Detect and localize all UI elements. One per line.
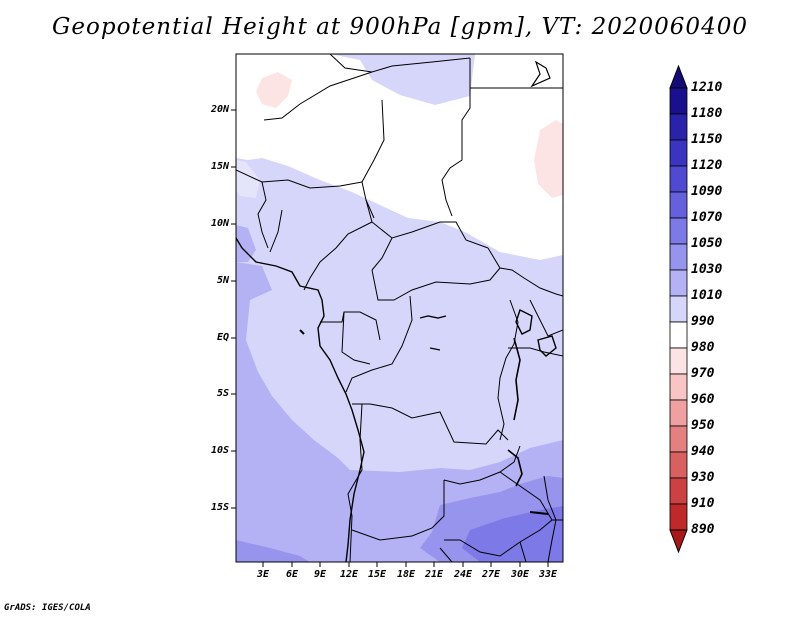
colorbar-segment (669, 191, 688, 219)
colorbar-segment (669, 243, 688, 271)
lat-label: 20N (210, 104, 229, 115)
colorbar-label: 960 (691, 392, 715, 407)
colorbar-bottom-arrow (669, 529, 688, 554)
colorbar-label: 1030 (691, 262, 723, 277)
colorbar-segment (669, 503, 688, 531)
colorbar-label: 980 (691, 340, 715, 355)
colorbar-segment (669, 347, 688, 375)
colorbar-segment (669, 321, 688, 349)
colorbar-label: 910 (691, 496, 715, 511)
lon-label: 27E (481, 569, 501, 580)
lon-label: 6E (285, 569, 299, 580)
lon-label: 9E (313, 569, 327, 580)
lon-label: 12E (339, 569, 359, 580)
colorbar-segment (669, 399, 688, 427)
contour-980-990-east (534, 120, 563, 198)
colorbar-segment (669, 113, 688, 141)
colorbar-label: 1120 (691, 158, 723, 173)
colorbar-segment (669, 477, 688, 505)
colorbar-segment (669, 269, 688, 297)
contour-coastal-patch (236, 225, 256, 262)
coastline (236, 60, 557, 562)
lat-label: 5S (216, 388, 229, 399)
colorbar-label: 890 (691, 522, 715, 537)
country-borders (236, 54, 563, 562)
colorbar-label: 1180 (691, 106, 723, 121)
lat-label: 15S (210, 502, 229, 513)
colorbar-segment (669, 87, 688, 115)
plot-frame (235, 53, 564, 563)
lat-label: 5N (216, 275, 229, 286)
colorbar-label: 1210 (691, 80, 723, 95)
lat-label: 10N (210, 218, 229, 229)
lon-label: 24E (453, 569, 473, 580)
colorbar-segment (669, 139, 688, 167)
colorbar-label: 1070 (691, 210, 723, 225)
contour-1030-1050 (236, 262, 563, 562)
lat-label: EQ (216, 332, 229, 343)
colorbar-label: 930 (691, 470, 715, 485)
lat-ticks (231, 109, 236, 509)
lon-label: 33E (538, 569, 558, 580)
colorbar-segment (669, 295, 688, 323)
contour-1050-1070-sw (236, 540, 310, 562)
lon-label: 18E (396, 569, 416, 580)
lon-label: 15E (367, 569, 387, 580)
map-title: Geopotential Height at 900hPa [gpm], VT:… (52, 14, 748, 40)
colorbar-label: 950 (691, 418, 715, 433)
colorbar-segment (669, 165, 688, 193)
lon-ticks (262, 562, 549, 567)
contour-1070-1090 (462, 506, 563, 562)
lat-label: 15N (210, 161, 229, 172)
colorbar-label: 990 (691, 314, 715, 329)
colorbar-segment (669, 425, 688, 453)
credit-text: GrADS: IGES/COLA (4, 603, 91, 613)
colorbar-top-arrow (669, 64, 688, 89)
colorbar-label: 1090 (691, 184, 723, 199)
lon-label: 21E (424, 569, 444, 580)
contour-990-1010 (236, 54, 563, 260)
colorbar-label: 1050 (691, 236, 723, 251)
colorbar (669, 64, 688, 554)
colorbar-label: 940 (691, 444, 715, 459)
colorbar-label: 1010 (691, 288, 723, 303)
colorbar-segment (669, 373, 688, 401)
contour-patch-west (236, 160, 260, 198)
colorbar-segment (669, 451, 688, 479)
colorbar-label: 970 (691, 366, 715, 381)
colorbar-label: 1150 (691, 132, 723, 147)
height-field (236, 54, 563, 562)
lon-label: 3E (256, 569, 270, 580)
lat-label: 10S (210, 445, 229, 456)
contour-980-990-west (256, 72, 292, 108)
colorbar-segment (669, 217, 688, 245)
lon-label: 30E (510, 569, 530, 580)
